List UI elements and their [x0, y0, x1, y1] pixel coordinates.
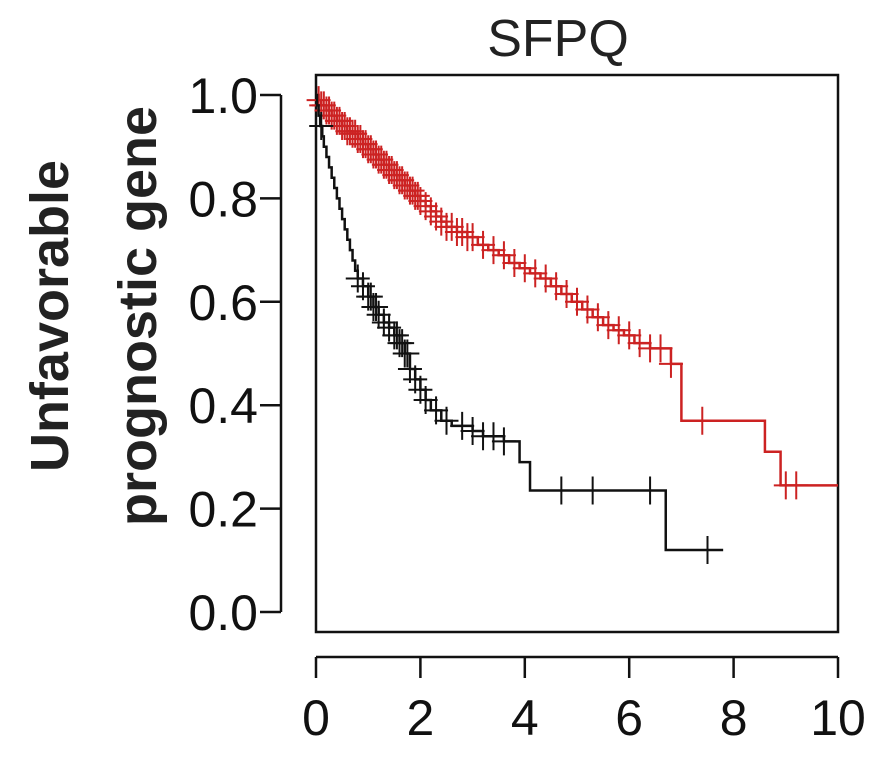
censor-mark: [690, 406, 715, 435]
censor-mark: [575, 295, 600, 324]
censor-mark: [471, 230, 496, 259]
censor-mark: [450, 218, 475, 247]
x-tick-label: 10: [810, 690, 866, 746]
censor-mark: [481, 422, 506, 451]
censor-mark: [397, 355, 422, 384]
censor-mark: [512, 254, 537, 283]
censor-mark: [648, 334, 673, 363]
censor-mark: [345, 264, 370, 293]
censor-mark: [395, 339, 420, 368]
censor-mark: [491, 427, 516, 456]
censor-mark: [450, 411, 475, 440]
censor-mark: [460, 223, 485, 252]
censor-mark: [638, 476, 663, 505]
censor-mark: [434, 406, 459, 435]
x-axis: 0 2 4 6 8 10: [302, 655, 866, 746]
censor-mark: [439, 212, 464, 241]
censor-mark: [418, 197, 443, 226]
censor-mark: [549, 476, 574, 505]
censor-mark: [784, 471, 809, 500]
censor-mark: [424, 202, 449, 231]
censor-mark: [413, 386, 438, 415]
censor-mark: [658, 349, 683, 378]
y-tick-label: 0.8: [188, 171, 258, 227]
y-tick-label: 0.2: [188, 482, 258, 538]
censor-mark: [502, 249, 527, 278]
censor-mark: [366, 300, 391, 329]
y-axis-label: Unfavorable prognostic gene: [20, 106, 168, 526]
chart-title: SFPQ: [487, 10, 629, 68]
censor-mark: [429, 207, 454, 236]
censor-mark: [580, 476, 605, 505]
censor-mark: [606, 316, 631, 345]
censor-mark: [565, 287, 589, 316]
censor-mark: [413, 192, 438, 221]
censor-mark: [617, 321, 642, 350]
survival-curves: [306, 86, 838, 564]
plot-frame: [314, 73, 840, 634]
x-tick-label: 8: [720, 690, 748, 746]
censor-mark: [596, 311, 621, 340]
censor-mark: [627, 329, 652, 358]
y-tick-label: 0.6: [188, 275, 258, 331]
x-tick-label: 2: [406, 690, 434, 746]
censor-mark: [523, 259, 548, 288]
censor-mark: [384, 321, 409, 350]
censor-mark: [554, 280, 579, 309]
x-tick-label: 6: [615, 690, 643, 746]
censor-mark: [460, 417, 485, 446]
censor-mark: [695, 535, 720, 564]
censor-mark: [424, 396, 449, 425]
y-axis-label-line-2: prognostic gene: [108, 106, 168, 526]
y-tick-label: 0.0: [188, 585, 258, 641]
censor-mark: [408, 186, 433, 215]
censor-mark: [390, 329, 415, 358]
censor-mark: [585, 303, 610, 332]
censor-mark: [371, 308, 396, 337]
censor-mark: [364, 292, 389, 321]
censor-mark: [358, 282, 383, 311]
censor-mark: [491, 241, 516, 270]
y-tick-label: 1.0: [188, 68, 258, 124]
censor-mark: [408, 375, 433, 404]
x-tick-label: 4: [511, 690, 539, 746]
censor-mark: [481, 236, 506, 265]
censor-mark: [309, 112, 334, 141]
x-tick-label: 0: [302, 690, 330, 746]
y-axis-label-line-1: Unfavorable: [20, 160, 80, 472]
censor-mark: [403, 365, 428, 394]
censor-mark: [544, 272, 569, 301]
y-tick-label: 0.4: [188, 378, 258, 434]
censor-mark: [533, 264, 558, 293]
y-axis: 0.0 0.2 0.4 0.6 0.8 1.0: [188, 68, 283, 641]
